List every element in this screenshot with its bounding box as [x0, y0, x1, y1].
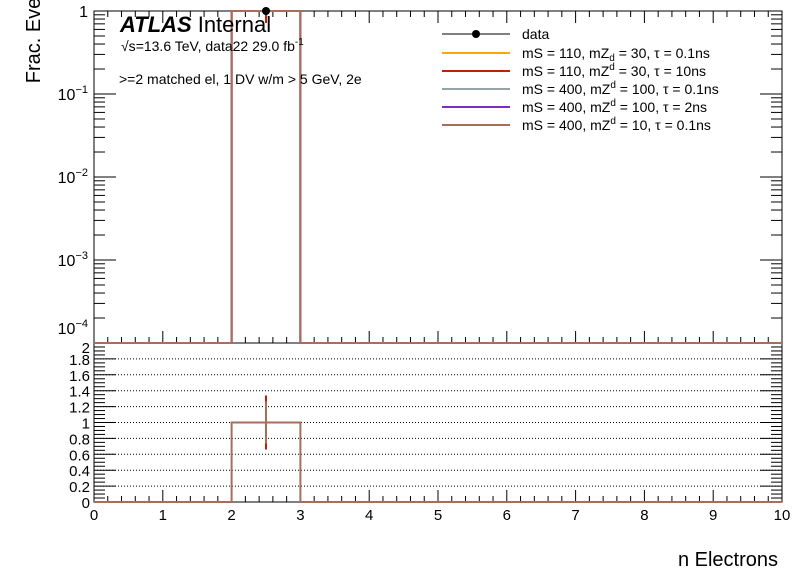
ratio-y-tick-label: 0.6 [69, 447, 90, 464]
legend-rest: = 30, τ = 10ns [615, 63, 706, 79]
x-tick-label: 2 [227, 507, 235, 524]
y-tick-base: 10 [58, 253, 76, 270]
legend-entry-4: mS = 400, mZd = 10, τ = 0.1ns [522, 116, 711, 133]
ratio-y-tick-label: 1.6 [69, 368, 90, 385]
legend-entry-1: mS = 110, mZd = 30, τ = 10ns [522, 62, 706, 79]
legend-data-marker [472, 30, 480, 38]
x-tick-label: 7 [571, 507, 579, 524]
ratio-y-tick-label: 0.2 [69, 479, 90, 496]
x-tick-label: 9 [709, 507, 717, 524]
legend-name: mS = 400, mZ [522, 117, 611, 133]
legend-name: mS = 400, mZ [522, 81, 611, 97]
legend-entry-0: mS = 110, mZd = 30, τ = 0.1ns [522, 45, 710, 64]
y-tick-base: 10 [58, 170, 76, 187]
data-point [262, 7, 270, 15]
legend-rest: = 10, τ = 0.1ns [616, 117, 711, 133]
y-tick-label: 10−3 [58, 250, 88, 270]
internal-text: Internal [198, 12, 271, 37]
x-axis-label: n Electrons [678, 549, 778, 571]
energy-lumi-label: √s=13.6 TeV, data22 29.0 fb-1 [121, 37, 304, 54]
atlas-text: ATLAS [119, 12, 192, 37]
legend-entry-data: data [522, 26, 549, 42]
y-tick-base: 1 [79, 4, 88, 21]
ratio-y-tick-label: 0.8 [69, 431, 90, 448]
x-tick-label: 8 [640, 507, 648, 524]
ratio-y-tick-label: 2 [82, 340, 90, 357]
ratio-y-tick-label: 0.4 [69, 463, 90, 480]
ratio-panel-frame [93, 342, 783, 503]
y-tick-exponent: −1 [75, 84, 88, 96]
y-tick-exponent: −2 [75, 167, 88, 179]
atlas-label: ATLAS Internal [119, 12, 271, 37]
y-axis-label: Frac. Events [23, 0, 45, 83]
legend-entry-2: mS = 400, mZd = 100, τ = 0.1ns [522, 80, 719, 97]
legend-entry-3: mS = 400, mZd = 100, τ = 2ns [522, 98, 707, 115]
legend-subscript: d [609, 62, 615, 73]
legend-subscript: d [609, 53, 615, 64]
legend-subscript: d [610, 98, 616, 109]
lumi-exponent: -1 [295, 37, 304, 48]
selection-label: >=2 matched el, 1 DV w/m > 5 GeV, 2e [119, 71, 362, 87]
ratio-y-tick-label: 0 [82, 495, 90, 512]
y-tick-base: 10 [58, 87, 76, 104]
ratio-y-tick-label: 1.8 [69, 352, 90, 369]
y-tick-label: 10−1 [58, 84, 88, 104]
x-tick-label: 0 [90, 507, 98, 524]
x-tick-label: 6 [503, 507, 511, 524]
legend-name: mS = 110, mZ [522, 45, 610, 61]
x-tick-label: 3 [296, 507, 304, 524]
y-tick-label: 10−2 [58, 167, 88, 187]
energy-text: =13.6 TeV, data22 29.0 fb [136, 38, 295, 54]
sqrt-s: √s [121, 38, 136, 54]
ratio-y-tick-label: 1 [82, 416, 90, 433]
legend-rest: = 30, τ = 0.1ns [615, 45, 710, 61]
y-tick-label: 1 [79, 4, 88, 21]
ratio-y-tick-label: 1.2 [69, 400, 90, 417]
legend-name: mS = 110, mZ [522, 63, 610, 79]
legend-name: mS = 400, mZ [522, 99, 611, 115]
y-tick-exponent: −4 [75, 318, 88, 330]
legend-rest: = 100, τ = 2ns [616, 99, 707, 115]
y-tick-label: 10−4 [58, 318, 88, 338]
ratio-y-tick-label: 1.4 [69, 384, 90, 401]
legend-rest: = 100, τ = 0.1ns [616, 81, 719, 97]
x-tick-label: 5 [434, 507, 442, 524]
x-tick-label: 4 [365, 507, 373, 524]
legend-subscript: d [610, 116, 616, 127]
legend-subscript: d [610, 80, 616, 91]
y-tick-exponent: −3 [75, 250, 88, 262]
x-tick-label: 1 [159, 507, 167, 524]
x-tick-label: 10 [774, 507, 791, 524]
y-tick-base: 10 [58, 321, 76, 338]
